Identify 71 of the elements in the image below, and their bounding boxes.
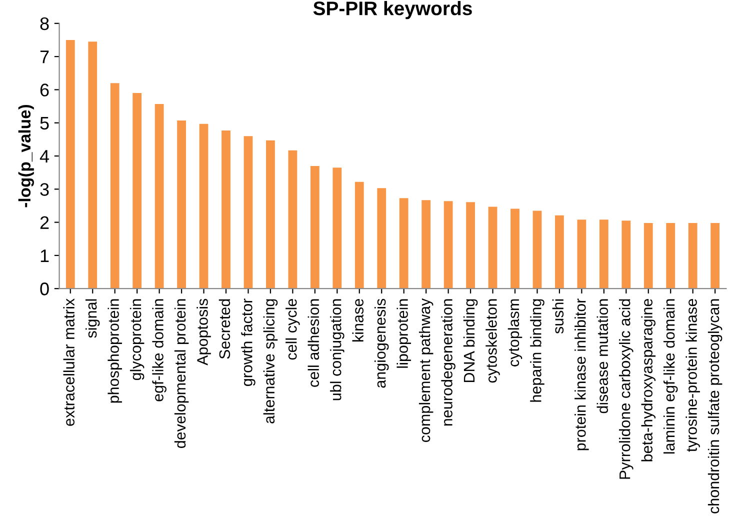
- bar: [444, 201, 453, 289]
- x-tick-label: complement pathway: [418, 298, 434, 442]
- x-tick-label: Pyrrolidone carboxylic acid: [619, 299, 634, 479]
- x-tick-label: laminin egf-like domain: [663, 299, 678, 454]
- bar: [688, 222, 698, 289]
- x-tick-label: signal: [86, 299, 100, 338]
- bar: [110, 83, 120, 289]
- bar: [244, 136, 253, 289]
- bar: [532, 210, 542, 289]
- x-tick-label: Apoptosis: [196, 298, 211, 366]
- x-tick-label: angiogenesis: [374, 298, 389, 388]
- x-tick-label: sushi: [552, 299, 564, 334]
- y-tick-label: 8: [40, 17, 49, 30]
- x-tick-label: beta-hydroxyasparagine: [641, 298, 656, 462]
- y-axis-title: -log(p_value): [18, 104, 34, 208]
- y-tick-label: 4: [40, 150, 50, 163]
- bar: [154, 104, 164, 289]
- bar: [222, 130, 230, 289]
- bar: [710, 222, 720, 289]
- y-tick-label: 2: [40, 216, 49, 229]
- bar: [354, 182, 364, 289]
- y-tick-label: 3: [40, 183, 49, 196]
- bar: [644, 222, 653, 289]
- x-tick-label: tyrosine-protein kinase: [686, 298, 700, 452]
- bar: [399, 198, 408, 289]
- x-tick-label: extracellular matrix: [63, 298, 74, 426]
- bar: [510, 208, 520, 289]
- x-tick-label: cell adhesion: [308, 299, 320, 387]
- bar: [599, 220, 608, 289]
- bar: [666, 222, 676, 289]
- y-tick-label: 5: [40, 116, 49, 130]
- bar: [332, 168, 342, 289]
- y-tick-label: 1: [40, 250, 49, 262]
- y-tick-label: 0: [40, 282, 49, 296]
- x-tick-label: glycoprotein: [130, 299, 144, 380]
- x-tick-label: heparin binding: [530, 299, 544, 402]
- x-tick-label: disease mutation: [596, 299, 608, 414]
- x-tick-label: phosphoprotein: [108, 299, 122, 403]
- x-tick-label: cell cycle: [286, 299, 300, 360]
- x-tick-label: egf-like domain: [152, 299, 166, 402]
- x-tick-label: protein kinase inhibitor: [574, 298, 589, 450]
- x-tick-label: ubl conjugation: [330, 299, 344, 400]
- bar: [288, 150, 298, 289]
- bar: [622, 220, 631, 289]
- bar: [488, 206, 498, 289]
- bar: [88, 42, 98, 289]
- bar: [310, 166, 320, 289]
- bar: [66, 40, 75, 289]
- bar: [132, 93, 142, 289]
- x-tick-label: developmental protein: [174, 299, 189, 448]
- x-tick-label: neurodegeneration: [441, 299, 456, 426]
- x-tick-label: kinase: [352, 299, 364, 342]
- bar: [577, 220, 586, 289]
- bar: [199, 124, 208, 289]
- x-tick-label: lipoprotein: [396, 299, 411, 368]
- bar: [422, 200, 431, 289]
- y-tick-label: 6: [40, 84, 49, 96]
- chart-title: SP-PIR keywords: [313, 0, 472, 20]
- x-tick-label: growth factor: [241, 298, 256, 386]
- x-tick-label: DNA binding: [463, 299, 478, 382]
- x-tick-label: cytoplasm: [508, 299, 522, 366]
- x-tick-label: chondroitin sulfate proteoglycan: [708, 299, 722, 514]
- x-tick-label: alternative splicing: [263, 299, 278, 424]
- bar: [466, 202, 475, 289]
- bar: [555, 215, 564, 289]
- bar: [266, 140, 275, 289]
- x-tick-label: Secreted: [218, 299, 230, 359]
- bar: [177, 120, 186, 289]
- bar: [377, 188, 386, 289]
- y-tick-label: 7: [40, 50, 49, 64]
- x-tick-label: cytoskeleton: [486, 299, 500, 383]
